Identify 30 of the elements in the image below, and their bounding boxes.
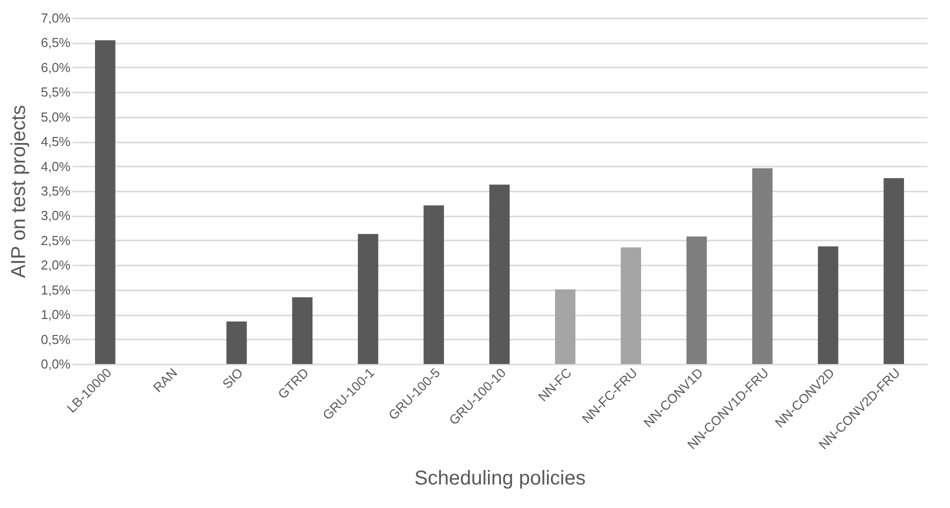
y-tick-label: 1,0% <box>40 307 71 322</box>
bar <box>226 321 247 364</box>
bar <box>686 236 707 364</box>
y-tick-label: 7,0% <box>40 10 71 26</box>
bar <box>292 297 313 364</box>
bar <box>752 168 773 364</box>
y-tick-label: 5,0% <box>40 109 71 124</box>
y-tick-label: 4,5% <box>40 134 71 150</box>
y-tick-label: 4,0% <box>40 158 71 174</box>
x-axis-title: Scheduling policies <box>414 467 586 490</box>
bar <box>358 234 378 364</box>
bar <box>95 40 116 364</box>
bar <box>884 178 904 364</box>
bar <box>620 247 642 364</box>
bar <box>555 289 576 364</box>
y-tick-label: 6,5% <box>40 35 71 50</box>
y-tick-label: 3,0% <box>40 208 71 224</box>
y-tick-label: 1,5% <box>40 282 71 298</box>
y-tick-label: 6,0% <box>40 60 71 75</box>
y-axis-title: AIP on test projects <box>8 104 30 278</box>
y-tick-label: 0,0% <box>40 356 71 372</box>
x-tick-label: SIO <box>219 365 246 392</box>
y-tick-label: 2,0% <box>40 258 71 273</box>
bar <box>489 184 510 364</box>
y-tick-label: 5,5% <box>40 84 71 100</box>
bar <box>818 246 838 364</box>
bar <box>424 205 444 364</box>
y-tick-label: 3,5% <box>40 184 71 198</box>
y-tick-label: 0,5% <box>40 332 71 347</box>
y-tick-label: 2,5% <box>40 232 71 248</box>
